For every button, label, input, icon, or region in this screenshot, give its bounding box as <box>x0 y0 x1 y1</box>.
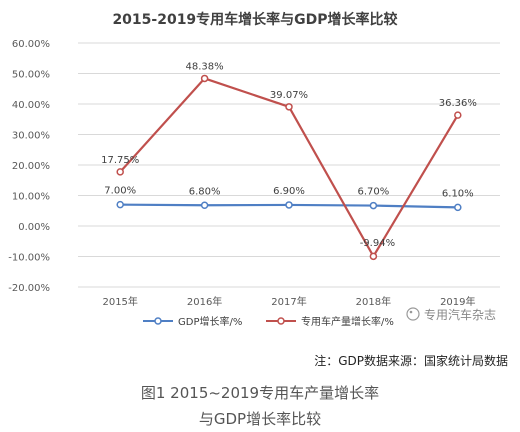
figure-caption-line2: 与GDP增长率比较 <box>198 410 322 428</box>
data-label: 7.00% <box>104 186 136 197</box>
data-point <box>369 201 378 210</box>
y-axis-ticks: 60.00% 50.00% 40.00% 30.00% 20.00% 10.00% 0.00… <box>8 39 50 294</box>
x-tick-label: 2019年 <box>440 295 475 308</box>
legend-label: 专用车产量增长率/% <box>301 315 394 328</box>
y-tick-label: 10.00% <box>12 192 50 203</box>
data-label: -9.94% <box>360 238 395 249</box>
y-tick-label: 30.00% <box>12 131 50 142</box>
data-point <box>285 201 293 209</box>
series-lines <box>116 74 462 261</box>
x-tick-label: 2016年 <box>187 295 222 308</box>
y-tick-label: 50.00% <box>12 70 50 81</box>
y-tick-label: -10.00% <box>8 253 50 264</box>
legend-marker <box>154 317 162 325</box>
chart-area: 2015-2019专用车增长率与GDP增长率比较 60.00% 50.00% 40.… <box>8 11 500 328</box>
x-tick-label: 2015年 <box>102 295 137 308</box>
data-point <box>200 74 209 83</box>
watermark: 专用汽车杂志 <box>406 307 496 322</box>
legend-label: GDP增长率/% <box>178 315 242 328</box>
data-point <box>116 200 124 209</box>
data-label: 39.07% <box>270 90 308 101</box>
watermark-icon <box>406 307 420 321</box>
data-point <box>454 203 462 212</box>
data-point <box>454 111 462 119</box>
watermark-icon-dot <box>409 310 413 314</box>
y-tick-label: 40.00% <box>12 100 50 111</box>
data-label: 48.38% <box>186 61 224 72</box>
y-tick-label: 0.00% <box>18 222 50 233</box>
y-tick-label: 60.00% <box>12 39 50 50</box>
data-label: 17.75% <box>101 155 139 166</box>
chart-svg: 2015-2019专用车增长率与GDP增长率比较 60.00% 50.00% 40.… <box>8 11 500 328</box>
x-axis-ticks: 2015年 2016年 2017年 2018年 2019年 <box>102 295 475 308</box>
y-tick-label: -20.00% <box>8 283 50 294</box>
legend: GDP增长率/% 专用车产量增长率/% <box>143 315 394 328</box>
x-tick-label: 2017年 <box>271 295 306 308</box>
figure-caption-line1: 图1 2015~2019专用车产量增长率 <box>140 384 380 402</box>
grid-lines <box>78 42 500 288</box>
data-point <box>116 168 124 176</box>
watermark-text: 专用汽车杂志 <box>424 307 496 322</box>
footnote: 注：GDP数据来源：国家统计局数据 <box>314 354 508 368</box>
data-point <box>200 201 209 210</box>
data-label: 36.36% <box>439 98 477 109</box>
y-tick-label: 20.00% <box>12 161 50 172</box>
data-point <box>285 103 293 111</box>
data-point <box>369 252 378 261</box>
chart-title: 2015-2019专用车增长率与GDP增长率比较 <box>112 11 397 28</box>
data-label: 6.80% <box>189 186 221 197</box>
data-label: 6.70% <box>358 187 390 198</box>
x-tick-label: 2018年 <box>356 295 391 308</box>
data-label: 6.10% <box>442 188 474 199</box>
data-labels: 7.00% 6.80% 6.90% 6.70% 6.10% 17.75% 48.38% 39.… <box>101 61 477 249</box>
legend-marker <box>277 317 285 325</box>
data-label: 6.90% <box>273 186 305 197</box>
